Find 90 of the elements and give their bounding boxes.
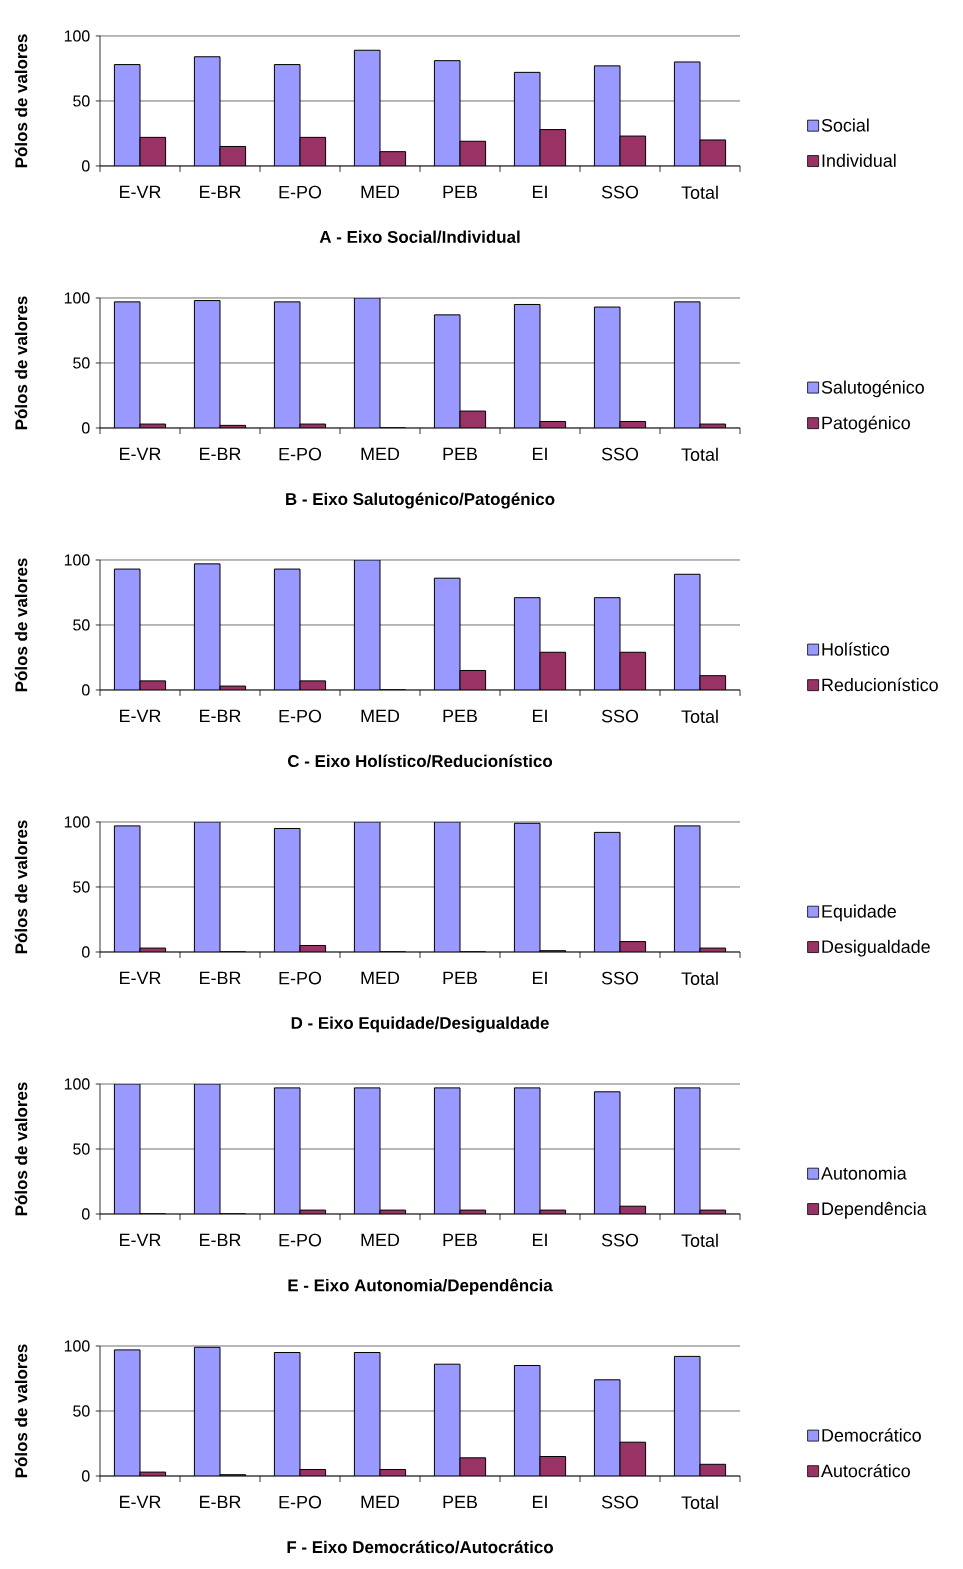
x-tick-label: E-VR: [120, 1495, 161, 1509]
x-tick-label: E-BR: [200, 1495, 241, 1509]
y-axis-title: Pólos de valores: [14, 1344, 28, 1478]
y-axis-title: Pólos de valores: [14, 34, 28, 168]
x-tick-label: EI: [533, 185, 547, 199]
x-tick-label: E-VR: [120, 709, 161, 723]
x-tick-label: EI: [533, 709, 547, 723]
x-tick-label: SSO: [601, 1495, 639, 1509]
y-tick-label: 50: [73, 881, 90, 893]
x-tick-label: E-PO: [279, 971, 322, 985]
legend-label: Social: [821, 118, 869, 132]
y-tick-label: 100: [64, 816, 90, 828]
text: B - Eixo Salutogénico/Patogénico: [286, 492, 555, 509]
legend-label: Autonomia: [821, 1166, 907, 1180]
x-tick-label: Total: [681, 447, 718, 461]
x-tick-label: E-PO: [279, 185, 322, 199]
x-tick-label: E-BR: [200, 1233, 241, 1247]
x-tick-label: E-BR: [200, 185, 241, 199]
x-tick-label: SSO: [601, 185, 639, 199]
legend-label: Autocrático: [821, 1463, 910, 1478]
y-tick-label: 100: [64, 554, 90, 566]
y-tick-label: 0: [82, 946, 90, 958]
x-tick-label: Total: [681, 971, 718, 985]
legend-label: Individual: [822, 153, 896, 168]
x-tick-label: EI: [533, 1233, 547, 1247]
y-tick-label: 100: [64, 292, 90, 304]
x-tick-label: MED: [361, 971, 400, 985]
x-tick-label: Total: [681, 1495, 718, 1509]
x-tick-label: E-VR: [120, 185, 161, 199]
text: E - Eixo Autonomia/Dependência: [288, 1278, 553, 1295]
y-tick-label: 50: [73, 1405, 90, 1417]
legend-label: Desigualdade: [822, 939, 930, 957]
x-tick-label: E-BR: [200, 447, 241, 461]
x-tick-label: MED: [361, 447, 400, 461]
x-tick-label: PEB: [443, 1495, 477, 1509]
text: A - Eixo Social/Individual: [319, 230, 520, 244]
y-tick-label: 0: [82, 422, 90, 434]
x-tick-label: MED: [361, 185, 400, 199]
legend-label: Equidade: [822, 904, 896, 922]
legend-label: Patogénico: [822, 415, 910, 433]
x-tick-label: Total: [681, 1233, 718, 1247]
legend-label: Reducionístico: [822, 677, 938, 692]
legend-label: Salutogénico: [821, 380, 924, 398]
x-tick-label: E-PO: [279, 1233, 322, 1247]
x-tick-label: EI: [533, 447, 547, 461]
x-tick-label: E-PO: [279, 447, 322, 461]
x-tick-label: SSO: [601, 971, 639, 985]
y-tick-label: 0: [82, 684, 90, 696]
x-tick-label: Total: [681, 709, 718, 723]
text: D - Eixo Equidade/Desigualdade: [291, 1016, 549, 1033]
y-tick-label: 100: [64, 1078, 90, 1090]
y-axis-title: Pólos de valores: [14, 558, 28, 692]
y-axis-title: Pólos de valores: [14, 820, 28, 954]
x-tick-label: E-VR: [120, 971, 161, 985]
x-tick-label: MED: [361, 709, 400, 723]
y-tick-label: 50: [73, 619, 90, 631]
y-tick-label: 0: [82, 1470, 90, 1482]
x-tick-label: E-VR: [120, 1233, 161, 1247]
x-tick-label: MED: [361, 1495, 400, 1509]
legend-label: Holístico: [822, 642, 889, 656]
x-tick-label: PEB: [443, 971, 477, 985]
y-axis-title: Pólos de valores: [14, 1082, 28, 1216]
x-tick-label: PEB: [443, 709, 477, 723]
legend-label: Democrático: [822, 1428, 921, 1442]
x-tick-label: Total: [681, 185, 718, 199]
x-tick-label: SSO: [601, 1233, 639, 1247]
x-tick-label: E-VR: [120, 447, 161, 461]
x-tick-label: E-PO: [279, 709, 322, 723]
y-tick-label: 100: [64, 1340, 90, 1352]
y-tick-label: 100: [64, 30, 90, 42]
text: C - Eixo Holístico/Reducionístico: [288, 754, 553, 768]
legend-label: Dependência: [822, 1201, 927, 1219]
y-tick-label: 50: [73, 357, 90, 369]
x-tick-label: EI: [533, 971, 547, 985]
x-tick-label: E-BR: [200, 709, 241, 723]
x-tick-label: E-BR: [200, 971, 241, 985]
x-tick-label: PEB: [443, 447, 477, 461]
y-tick-label: 0: [82, 1208, 90, 1220]
x-tick-label: SSO: [601, 447, 639, 461]
text: F - Eixo Democrático/Autocrático: [287, 1540, 553, 1554]
x-tick-label: EI: [533, 1495, 547, 1509]
x-tick-label: E-PO: [279, 1495, 322, 1509]
x-tick-label: PEB: [443, 185, 477, 199]
x-tick-label: PEB: [443, 1233, 477, 1247]
y-tick-label: 50: [73, 1143, 90, 1155]
y-axis-title: Pólos de valores: [14, 296, 28, 430]
x-tick-label: MED: [361, 1233, 400, 1247]
y-tick-label: 0: [82, 160, 90, 172]
y-tick-label: 50: [73, 95, 90, 107]
x-tick-label: SSO: [601, 709, 639, 723]
